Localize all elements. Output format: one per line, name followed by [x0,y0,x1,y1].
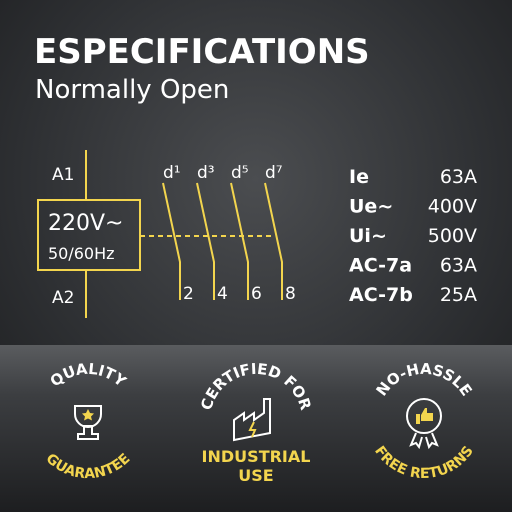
terminal-label: 4 [217,284,228,304]
subtitle: Normally Open [35,75,229,105]
icon [406,398,442,434]
icon [233,398,271,442]
contact-label: d³ [197,163,215,183]
icon [82,409,94,421]
contact [264,182,283,300]
spec-value: 63A [440,255,477,277]
coil-label: A1 [52,165,74,185]
spec-value: 400V [428,196,477,218]
coil-frequency: 50/60Hz [48,244,115,263]
spec-name: AC-7b [349,284,413,306]
badge-bottom: INDUSTRIAL [202,447,311,466]
spec-value: 500V [428,225,477,247]
spec-value: 63A [440,166,477,188]
spec-name: Ue~ [349,196,393,218]
icon [74,405,102,440]
wiring-diagram [37,150,274,318]
icon [248,421,257,438]
badge-bottom: USE [238,466,273,485]
contact-label: d⁵ [231,163,249,183]
spec-value: 25A [440,284,477,306]
icon [409,432,439,450]
title: ESPECIFICATIONS [34,32,370,72]
coil-voltage: 220V~ [48,211,123,236]
icon [416,408,433,424]
contact [162,182,181,300]
terminal-label: 2 [183,284,194,304]
contact-label: d¹ [163,163,181,183]
contact [230,182,249,300]
spec-name: Ie [349,166,369,188]
contact-label: d⁷ [265,163,283,183]
terminal-label: 8 [285,284,296,304]
floor [0,345,512,512]
spec-name: Ui~ [349,225,387,247]
terminal-label: 6 [251,284,262,304]
coil-label: A2 [52,288,74,308]
spec-name: AC-7a [349,255,412,277]
contact [196,182,215,300]
